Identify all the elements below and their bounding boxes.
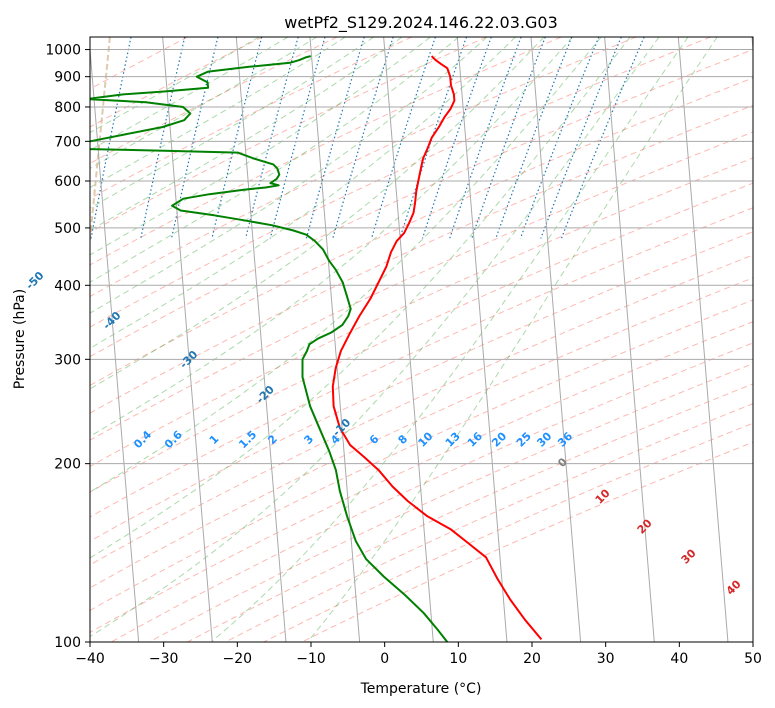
y-tick-label: 800 [54,100,81,116]
dry-adiabat-line [187,383,753,642]
moist-adiabat-line [210,37,689,642]
mixing-ratio-line [140,37,186,239]
isotherm-line [90,43,140,642]
moist-adiabat-line [307,37,718,642]
isotherm-line [677,37,729,642]
y-tick-label: 400 [54,278,81,294]
dry-adiabat-line [90,104,753,414]
moist-adiabat-line [90,37,403,231]
x-tick-label: 10 [449,651,467,667]
mixing-ratio-line [211,37,263,239]
y-tick-label: 300 [54,352,81,368]
isotherm-line [309,37,361,642]
wetbulb-curve [90,37,111,249]
y-tick-label: 600 [54,174,81,190]
x-tick-label: 20 [523,651,541,667]
dry-adiabat-line [90,277,753,589]
isotherm-line [162,37,213,642]
isotherm-line [383,37,434,642]
mixing-ratio-line [449,37,522,239]
sounding-series [90,55,543,642]
dry-adiabat-line [90,37,711,328]
x-tick-label: −30 [149,651,179,667]
mixing-ratio-line [332,37,394,239]
y-axis-ticks: 100 200 300 400 500 600 700 800 900 1000 [45,43,90,651]
temperature-line [331,55,543,641]
x-tick-label: 50 [744,651,762,667]
mixing-ratio-line [560,37,645,239]
mixing-ratio-line [471,37,546,239]
dry-adiabat-line [110,342,753,642]
mixing-ratio-line [90,37,132,239]
moist-adiabat-line [90,37,459,283]
moist-adiabat-line [90,37,488,314]
x-tick-label: 30 [597,651,615,667]
x-tick-label: −10 [296,651,326,667]
x-tick-label: −20 [223,651,253,667]
moist-adiabat-line [90,37,602,493]
x-tick-label: 40 [670,651,688,667]
dry-adiabat-line [90,157,753,468]
dry-adiabat-line [90,77,753,386]
y-tick-label: 500 [54,221,81,237]
isotherm-line [456,37,508,642]
dry-adiabat-line [90,321,753,633]
wetbulb-zero-curve [90,37,111,249]
plot-area [90,37,753,642]
moist-adiabat-line [90,37,660,638]
x-tick-label: 0 [380,651,389,667]
x-tick-label: −40 [75,651,105,667]
mixing-ratio-line [269,37,326,239]
y-tick-label: 700 [54,134,81,150]
mixing-ratio-lines [90,37,645,239]
moist-adiabat-line [90,37,573,437]
isotherm-line [530,37,582,642]
dry-adiabat-line [90,182,753,493]
y-tick-label: 1000 [45,43,81,59]
dry-adiabat-line [90,37,263,128]
moist-adiabat-line [90,37,631,559]
dry-adiabats [90,37,753,642]
moist-adiabat-line [90,37,260,134]
chart-title: wetPf2_S129.2024.146.22.03.G03 [284,13,558,33]
grid-lines [90,37,753,642]
x-axis-label: Temperature (°C) [360,681,482,697]
moist-adiabat-line [90,37,545,390]
y-tick-label: 900 [54,70,81,86]
moist-adiabat-line [90,37,516,349]
dewpoint-line [90,55,449,642]
plot-frame [89,36,754,643]
dry-adiabat-line [90,207,753,518]
dry-adiabat-line [90,131,753,441]
x-axis-ticks: −40 −30 −20 −10 0 10 20 30 40 50 [75,642,762,667]
y-tick-label: 100 [54,635,81,651]
mixing-ratio-line [540,37,622,239]
moist-adiabats [90,37,718,642]
y-tick-label: 200 [54,457,81,473]
y-axis-label: Pressure (hPa) [12,289,28,389]
moist-adiabat-line [90,37,289,151]
moist-adiabat-line [90,37,317,169]
mixing-ratio-line [170,37,219,239]
mixing-ratio-line [305,37,365,239]
isotherm-line [604,37,655,642]
dry-adiabat-line [90,37,487,233]
dry-adiabat-line [90,254,753,566]
isotherm-line [235,37,287,642]
dry-adiabat-line [90,37,562,266]
